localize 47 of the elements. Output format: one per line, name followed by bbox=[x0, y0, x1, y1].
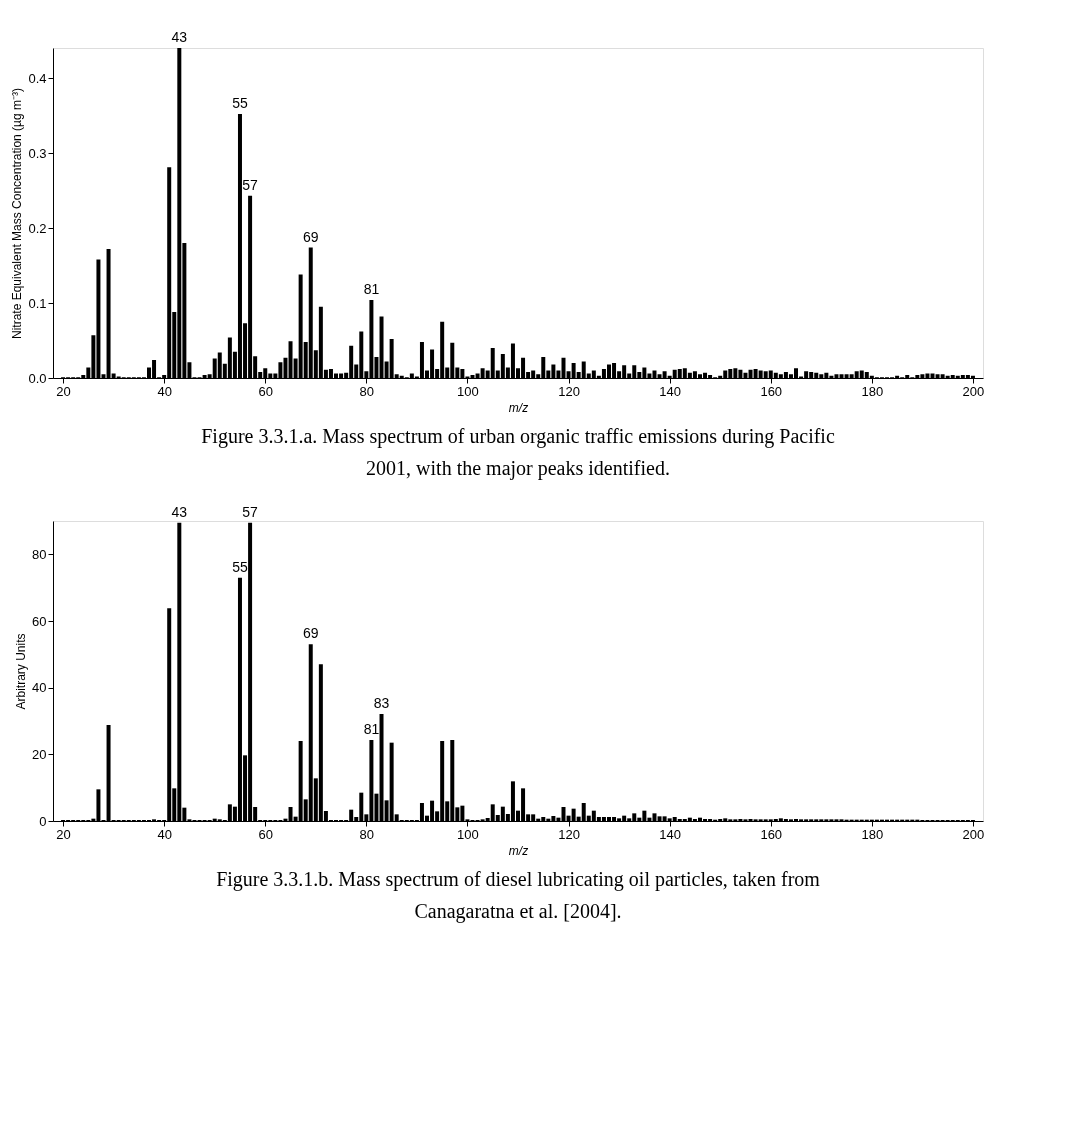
y-tick-label: 0.4 bbox=[28, 70, 47, 86]
annotation: 43 bbox=[171, 29, 188, 45]
y-tick-label: 20 bbox=[32, 746, 47, 762]
x-tick-label: 200 bbox=[962, 826, 985, 842]
y-tick-label: 0 bbox=[39, 813, 47, 829]
y-tick-label: 0.3 bbox=[28, 145, 47, 161]
x-tick-label: 140 bbox=[659, 826, 681, 842]
x-tick-label: 80 bbox=[359, 826, 375, 842]
x-tick-label: 140 bbox=[659, 383, 681, 399]
x-tick-label: 60 bbox=[258, 826, 273, 842]
y-axis-title: Nitrate Equivalent Mass Concentration (µg m⁻³) bbox=[10, 87, 25, 340]
x-tick-label: 20 bbox=[56, 826, 71, 842]
annotation: 55 bbox=[232, 95, 248, 111]
annotation: 81 bbox=[363, 721, 380, 737]
x-tick-label: 180 bbox=[861, 383, 884, 399]
x-tick-label: 160 bbox=[760, 826, 783, 842]
x-tick-label: 20 bbox=[56, 383, 71, 399]
annotation: 83 bbox=[373, 695, 390, 711]
annotation: 57 bbox=[242, 176, 259, 193]
annotation: 55 bbox=[232, 558, 248, 575]
x-axis-title: m/z bbox=[508, 400, 529, 415]
caption: Figure 3.3.1.a. Mass spectrum of urban organic traffic emissions during Pacific 2001, with the major peaks identified. bbox=[201, 425, 835, 480]
x-tick-label: 60 bbox=[258, 383, 273, 399]
y-tick-label: 0.0 bbox=[28, 370, 47, 386]
y-tick-label: 0.2 bbox=[28, 220, 47, 236]
annotation: 43 bbox=[171, 503, 188, 520]
x-tick-label: 180 bbox=[861, 826, 884, 842]
x-axis-title: m/z bbox=[508, 843, 529, 858]
x-tick-label: 80 bbox=[359, 383, 375, 399]
x-tick-label: 200 bbox=[962, 383, 985, 399]
annotation: 69 bbox=[302, 625, 319, 642]
caption: Figure 3.3.1.b. Mass spectrum of diesel lubricating oil particles, taken from Canagaratna et al. [2004]. bbox=[216, 868, 821, 923]
x-tick-label: 160 bbox=[760, 383, 783, 399]
y-tick-label: 60 bbox=[32, 613, 47, 629]
y-tick-label: 40 bbox=[32, 680, 47, 696]
y-tick-label: 0.1 bbox=[28, 295, 47, 311]
y-axis-title: Arbitrary Units bbox=[14, 633, 29, 710]
annotation: 57 bbox=[242, 503, 259, 520]
y-tick-label: 80 bbox=[32, 546, 47, 562]
x-tick-label: 100 bbox=[457, 383, 479, 399]
x-tick-label: 40 bbox=[157, 826, 172, 842]
x-tick-label: 40 bbox=[157, 383, 172, 399]
x-tick-label: 120 bbox=[558, 826, 580, 842]
annotation: 81 bbox=[363, 281, 380, 297]
x-tick-label: 120 bbox=[558, 383, 580, 399]
x-tick-label: 100 bbox=[457, 826, 479, 842]
annotation: 69 bbox=[302, 228, 319, 245]
